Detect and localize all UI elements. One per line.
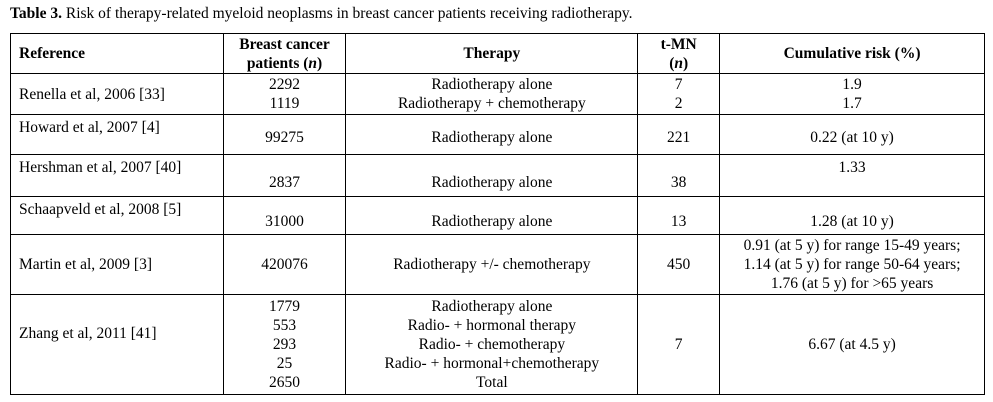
cell-patients: 2837 [222,154,347,197]
caption-text: Risk of therapy-related myeloid neoplasm… [61,5,633,22]
table-row: Hershman et al, 2007 [40] 2837 Radiother… [10,154,985,197]
cell-risk: 0.22 (at 10 y) [719,114,985,155]
cell-tmn: 7 [637,294,721,395]
cell-therapy: Radiotherapy alone Radio- + hormonal the… [345,294,639,395]
table-row: Zhang et al, 2011 [41] 1779 553 293 25 2… [10,294,985,395]
table-row: Schaapveld et al, 2008 [5] 31000 Radioth… [10,196,985,235]
cell-tmn: 38 [637,154,721,197]
table-caption: Table 3. Risk of therapy-related myeloid… [10,4,633,24]
cell-patients: 99275 [222,114,347,155]
cell-patients: 420076 [222,234,347,295]
risk-table: Reference Breast cancer patients (n) The… [10,33,985,395]
cell-tmn: 450 [637,234,721,295]
cell-risk: 0.91 (at 5 y) for range 15-49 years; 1.1… [719,234,985,295]
header-reference: Reference [10,33,224,74]
cell-tmn: 13 [637,196,721,235]
table-row: Renella et al, 2006 [33] 2292 1119 Radio… [10,73,985,115]
cell-risk: 1.9 1.7 [719,73,985,115]
cell-therapy: Radiotherapy alone [345,154,639,197]
cell-reference: Howard et al, 2007 [4] [10,114,224,155]
cell-reference: Renella et al, 2006 [33] [10,73,224,115]
caption-label: Table 3. [10,5,62,22]
cell-therapy: Radiotherapy alone [345,114,639,155]
cell-tmn: 221 [637,114,721,155]
cell-patients: 1779 553 293 25 2650 [222,294,347,395]
cell-risk: 1.28 (at 10 y) [719,196,985,235]
cell-patients: 2292 1119 [222,73,347,115]
cell-reference: Zhang et al, 2011 [41] [10,294,224,395]
header-row: Reference Breast cancer patients (n) The… [10,33,985,74]
header-therapy: Therapy [345,33,639,74]
cell-reference: Martin et al, 2009 [3] [10,234,224,295]
cell-patients: 31000 [222,196,347,235]
cell-risk: 1.33 [719,154,985,197]
cell-therapy: Radiotherapy +/- chemotherapy [345,234,639,295]
header-patients: Breast cancer patients (n) [222,33,347,74]
header-risk: Cumulative risk (%) [719,33,985,74]
table-row: Martin et al, 2009 [3] 420076 Radiothera… [10,234,985,295]
cell-therapy: Radiotherapy alone Radiotherapy + chemot… [345,73,639,115]
header-tmn: t-MN (n) [637,33,721,74]
cell-therapy: Radiotherapy alone [345,196,639,235]
table-row: Howard et al, 2007 [4] 99275 Radiotherap… [10,114,985,155]
cell-tmn: 7 2 [637,73,721,115]
cell-reference: Schaapveld et al, 2008 [5] [10,196,224,235]
cell-reference: Hershman et al, 2007 [40] [10,154,224,197]
cell-risk: 6.67 (at 4.5 y) [719,294,985,395]
